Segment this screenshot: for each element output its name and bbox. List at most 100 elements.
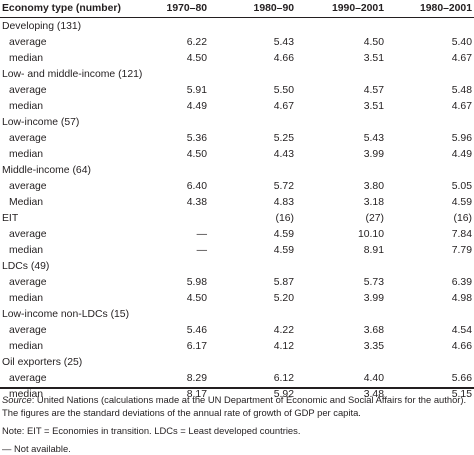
table-row: average 5.36 5.25 5.43 5.96 (0, 131, 474, 147)
group-count-cell: (16) (453, 213, 472, 224)
table-cell: 3.35 (363, 341, 384, 352)
group-count-cell: (27) (365, 213, 384, 224)
header-label: Economy type (number) (2, 3, 121, 14)
table-cell: 5.91 (186, 85, 207, 96)
table-row: average 6.22 5.43 4.50 5.40 (0, 35, 474, 51)
table-cell: 5.43 (273, 37, 294, 48)
table-cell: 5.36 (186, 133, 207, 144)
group-row: Middle-income (64) (0, 163, 474, 179)
group-row: Low-income non-LDCs (15) (0, 307, 474, 323)
table-row: average 6.40 5.72 3.80 5.05 (0, 179, 474, 195)
table-notes: Source: United Nations (calculations mad… (2, 393, 472, 455)
table-row: median 4.49 4.67 3.51 4.67 (0, 99, 474, 115)
header-rule (0, 17, 474, 18)
table-cell: 5.15 (451, 389, 472, 400)
table-cell: 4.67 (273, 101, 294, 112)
table-row: average 5.46 4.22 3.68 4.54 (0, 323, 474, 339)
stat-label: average (9, 133, 47, 144)
table-cell: 5.46 (186, 325, 207, 336)
group-label: EIT (2, 213, 19, 224)
table-row: median 4.50 4.43 3.99 4.49 (0, 147, 474, 163)
stat-label: average (9, 277, 47, 288)
column-header: 1990–2001 (331, 3, 384, 14)
table-bottom-rule (0, 387, 474, 389)
table-row: average 8.29 6.12 4.40 5.66 (0, 371, 474, 387)
table-cell: 3.68 (363, 325, 384, 336)
table-cell: 4.59 (273, 229, 294, 240)
stat-label: average (9, 181, 47, 192)
table-cell: 5.40 (451, 37, 472, 48)
table-cell: 4.38 (186, 197, 207, 208)
not-available-note: — Not available. (2, 443, 71, 454)
group-label: LDCs (49) (2, 261, 50, 272)
group-count-cell: (16) (275, 213, 294, 224)
stat-label: median (9, 149, 44, 160)
table-header-row: Economy type (number) 1970–80 1980–90 1990–… (0, 1, 474, 17)
table-cell: 3.18 (363, 197, 384, 208)
table-row: median 4.50 4.66 3.51 4.67 (0, 51, 474, 67)
stat-label: median (9, 293, 44, 304)
group-label: Middle-income (64) (2, 165, 91, 176)
table-cell: 5.20 (273, 293, 294, 304)
group-row: LDCs (49) (0, 259, 474, 275)
group-row: Low- and middle-income (121) (0, 67, 474, 83)
group-row: Low-income (57) (0, 115, 474, 131)
stat-label: median (9, 53, 44, 64)
stat-label: average (9, 325, 47, 336)
group-label: Oil exporters (25) (2, 357, 83, 368)
table-cell: 5.98 (186, 277, 207, 288)
stat-label: median (9, 389, 44, 400)
table-cell: 4.83 (273, 197, 294, 208)
table-cell: 6.12 (273, 373, 294, 384)
group-row: Developing (131) (0, 19, 474, 35)
table-cell: 8.17 (186, 389, 207, 400)
group-row: Oil exporters (25) (0, 355, 474, 371)
table-cell: 3.99 (363, 293, 384, 304)
stat-label: median (9, 245, 44, 256)
table-cell: 4.59 (273, 245, 294, 256)
stat-label: average (9, 85, 47, 96)
table-cell: 4.50 (363, 37, 384, 48)
table-cell: 4.57 (363, 85, 384, 96)
table-cell: 4.66 (273, 53, 294, 64)
table-cell: 6.40 (186, 181, 207, 192)
group-label: Low-income (57) (2, 117, 80, 128)
table-cell: 4.43 (273, 149, 294, 160)
table-cell: 4.98 (451, 293, 472, 304)
table-row: average 5.98 5.87 5.73 6.39 (0, 275, 474, 291)
table-cell: 3.51 (363, 101, 384, 112)
abbreviation-note: Note: EIT = Economies in transition. LDC… (2, 425, 301, 436)
table-cell: 3.99 (363, 149, 384, 160)
table-cell: 4.49 (186, 101, 207, 112)
table-cell: 5.96 (451, 133, 472, 144)
column-header: 1980–2001 (419, 3, 472, 14)
table-row: average — 4.59 10.10 7.84 (0, 227, 474, 243)
table-row: average 5.91 5.50 4.57 5.48 (0, 83, 474, 99)
table-cell: 5.43 (363, 133, 384, 144)
table-cell: 7.84 (451, 229, 472, 240)
table-cell: 5.73 (363, 277, 384, 288)
table-cell: — (196, 245, 207, 256)
table-cell: 4.50 (186, 53, 207, 64)
table-cell: 4.59 (451, 197, 472, 208)
source-label: Source (2, 394, 32, 405)
table-cell: 8.91 (363, 245, 384, 256)
table-cell: 4.67 (451, 53, 472, 64)
table-cell: 4.50 (186, 293, 207, 304)
group-row: EIT (16) (27) (16) (0, 211, 474, 227)
table-row: median 6.17 4.12 3.35 4.66 (0, 339, 474, 355)
stat-label: average (9, 229, 47, 240)
table-cell: 3.51 (363, 53, 384, 64)
table-cell: — (196, 229, 207, 240)
source-text: : United Nations (calculations made at t… (2, 394, 467, 418)
table-row: Median 4.38 4.83 3.18 4.59 (0, 195, 474, 211)
table-cell: 7.79 (451, 245, 472, 256)
table-row: median 8.17 5.92 3.48 5.15 (0, 387, 474, 403)
table-cell: 3.80 (363, 181, 384, 192)
group-label: Low- and middle-income (121) (2, 69, 143, 80)
stat-label: average (9, 373, 47, 384)
stat-label: Median (9, 197, 44, 208)
table-cell: 4.12 (273, 341, 294, 352)
table-cell: 4.40 (363, 373, 384, 384)
table-cell: 3.48 (363, 389, 384, 400)
